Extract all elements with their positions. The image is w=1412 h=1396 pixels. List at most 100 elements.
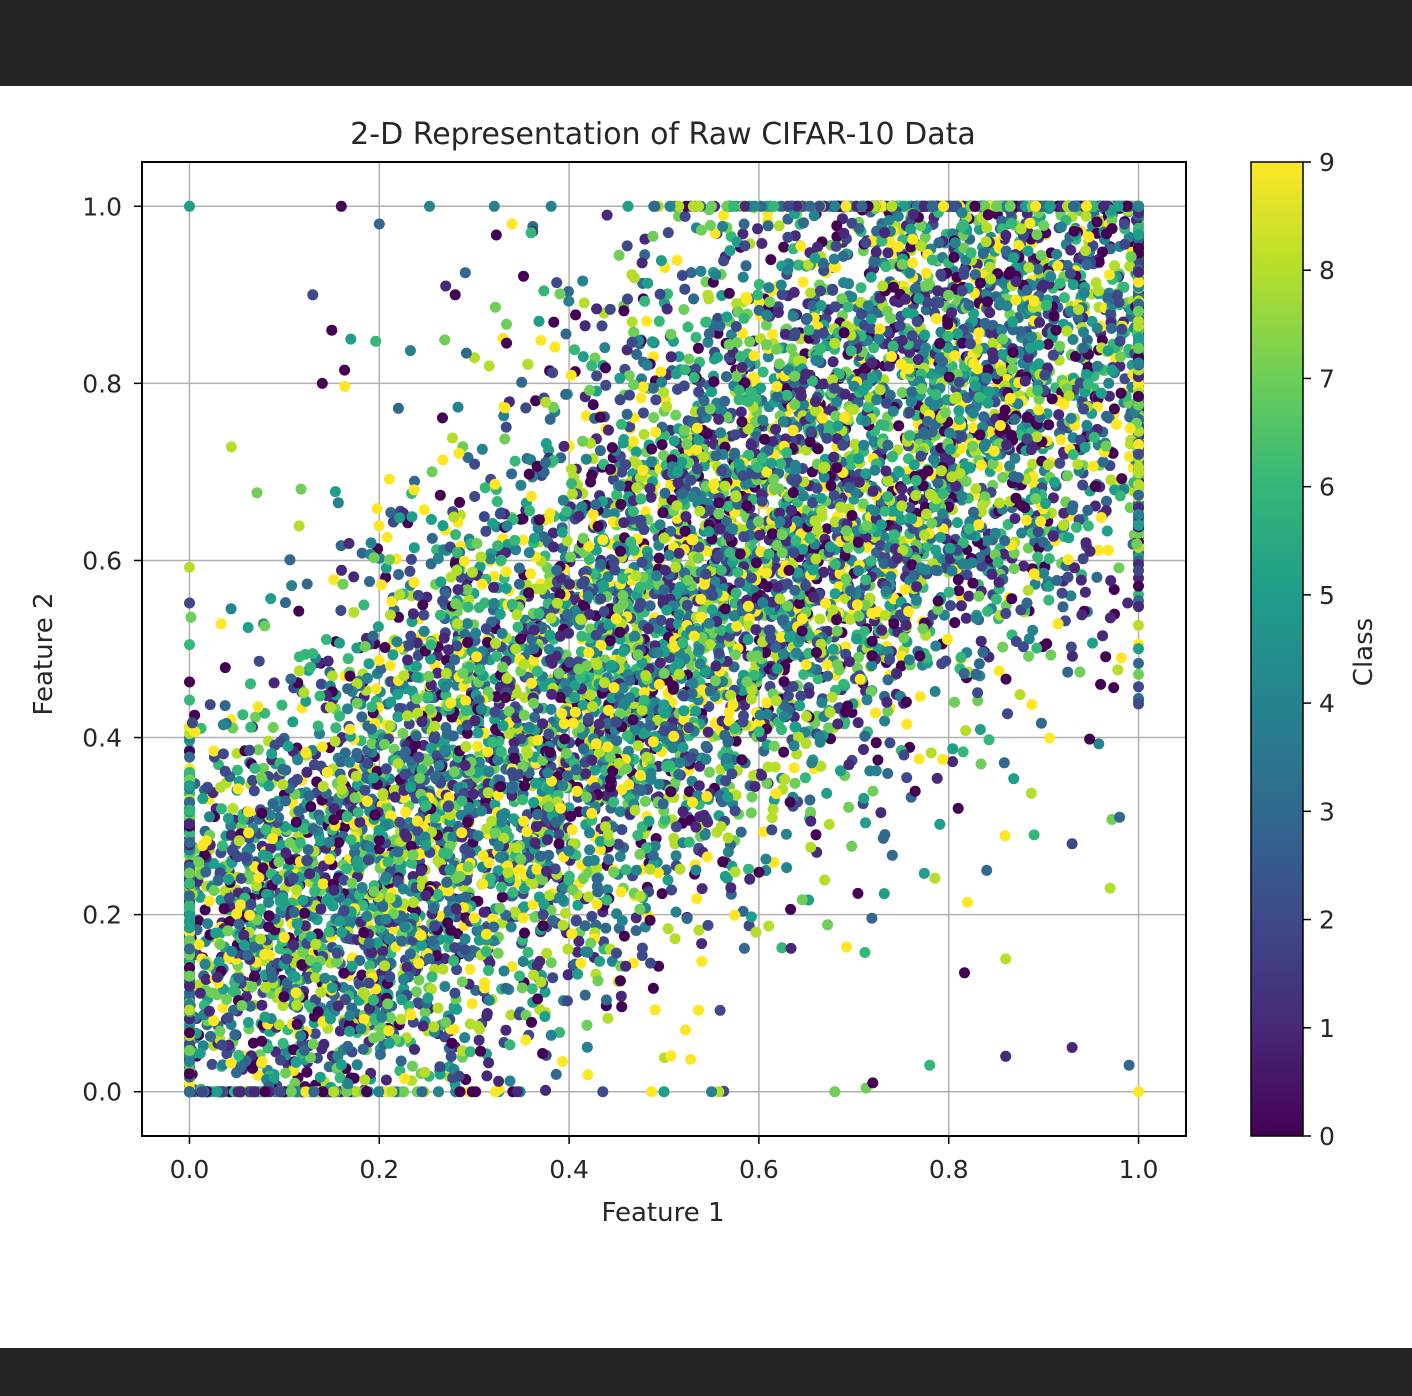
scatter-point <box>314 1071 326 1083</box>
scatter-point <box>615 990 627 1002</box>
scatter-point <box>603 424 614 436</box>
scatter-point <box>859 947 871 958</box>
scatter-point <box>301 1066 313 1078</box>
scatter-point <box>459 1032 471 1044</box>
scatter-point <box>404 345 416 357</box>
scatter-point <box>466 998 478 1010</box>
scatter-point <box>1066 650 1078 662</box>
scatter-point <box>1065 641 1077 653</box>
scatter-point <box>661 401 673 413</box>
scatter-point <box>393 569 405 580</box>
scatter-point <box>951 517 963 529</box>
scatter-point <box>910 490 922 501</box>
scatter-point <box>454 496 466 508</box>
scatter-point <box>1113 562 1125 574</box>
scatter-point <box>577 351 589 363</box>
scatter-point <box>1111 418 1122 430</box>
scatter-point <box>959 967 970 979</box>
scatter-point <box>655 366 667 378</box>
scatter-point <box>591 370 603 382</box>
scatter-point <box>648 412 660 423</box>
scatter-point <box>685 1053 697 1065</box>
scatter-point <box>251 487 263 499</box>
scatter-point <box>1016 527 1028 539</box>
scatter-point <box>242 622 254 633</box>
scatter-point <box>993 665 1005 677</box>
scatter-point <box>957 746 969 758</box>
scatter-point <box>749 781 761 792</box>
figure: 2-D Representation of Raw CIFAR-10 Data … <box>0 86 1412 1348</box>
scatter-point <box>504 1039 516 1051</box>
scatter-point <box>782 231 794 243</box>
scatter-point <box>852 887 864 899</box>
scatter-point <box>614 851 626 862</box>
scatter-point <box>1027 458 1039 470</box>
scatter-point <box>843 759 855 771</box>
scatter-point <box>606 955 618 967</box>
scatter-point <box>975 758 987 770</box>
scatter-point <box>581 1019 593 1031</box>
scatter-point <box>291 773 303 785</box>
scatter-point <box>570 309 582 321</box>
scatter-point <box>618 305 630 317</box>
scatter-point <box>293 605 305 617</box>
scatter-point <box>501 318 512 330</box>
scatter-point <box>647 982 659 994</box>
scatter-point <box>827 283 838 295</box>
scatter-point <box>475 1045 486 1057</box>
scatter-point <box>631 348 643 360</box>
scatter-point <box>870 737 882 749</box>
scatter-point <box>249 762 261 774</box>
scatter-point <box>931 772 943 784</box>
scatter-point <box>661 303 673 315</box>
scatter-point <box>886 849 898 861</box>
scatter-point <box>714 1004 726 1016</box>
scatter-point <box>743 863 754 875</box>
scatter-point <box>464 1046 476 1058</box>
scatter-point <box>1079 586 1091 598</box>
scatter-point <box>562 286 574 297</box>
scatter-point <box>690 331 702 343</box>
scatter-point <box>765 254 777 266</box>
scatter-point <box>394 512 406 524</box>
scatter-point <box>265 593 277 605</box>
scatter-point <box>540 438 552 449</box>
scatter-point <box>1105 474 1117 486</box>
scatter-point <box>963 590 975 602</box>
scatter-point <box>488 200 500 212</box>
scatter-point <box>293 520 305 532</box>
scatter-point <box>492 947 504 959</box>
scatter-point <box>949 696 960 708</box>
scatter-point <box>821 523 833 535</box>
scatter-point <box>335 605 347 616</box>
scatter-point <box>679 210 691 222</box>
scatter-point <box>852 717 864 729</box>
scatter-point <box>896 387 908 398</box>
scatter-point <box>1093 738 1105 750</box>
scatter-point <box>399 1073 410 1084</box>
scatter-point <box>879 505 891 517</box>
scatter-point <box>961 569 973 581</box>
scatter-point <box>679 1024 691 1036</box>
scatter-point <box>650 394 662 406</box>
scatter-point <box>357 1043 369 1055</box>
scatter-point <box>556 1056 568 1067</box>
scatter-point <box>1116 473 1128 485</box>
scatter-point <box>797 276 809 288</box>
scatter-point <box>1035 717 1047 729</box>
scatter-point <box>729 866 741 878</box>
scatter-point <box>219 662 231 674</box>
scatter-point <box>499 433 511 445</box>
scatter-point <box>763 920 775 932</box>
scatter-point <box>626 316 638 328</box>
scatter-point <box>1062 666 1074 678</box>
scatter-point <box>384 720 396 732</box>
scatter-point <box>690 864 702 876</box>
scatter-point <box>626 269 638 281</box>
scatter-point <box>838 678 850 690</box>
scatter-point <box>374 1049 386 1060</box>
scatter-points <box>184 200 1144 1098</box>
scatter-point <box>799 772 811 784</box>
scatter-point <box>363 658 375 670</box>
scatter-point <box>538 285 550 297</box>
